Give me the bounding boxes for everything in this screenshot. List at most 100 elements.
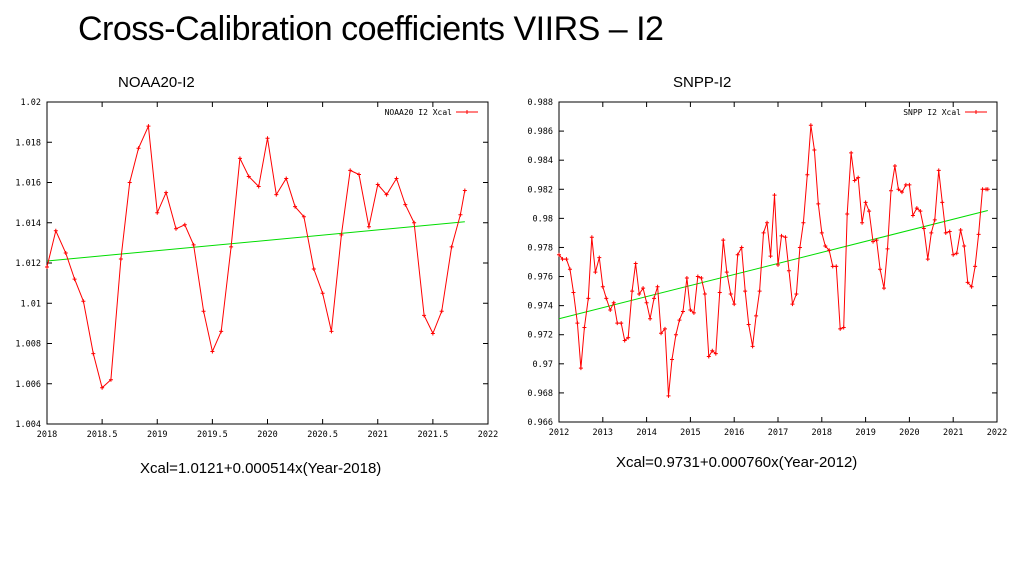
x-tick-label: 2021 xyxy=(943,428,963,438)
data-point xyxy=(637,292,642,296)
formula-noaa20: Xcal=1.0121+0.000514x(Year-2018) xyxy=(140,460,382,477)
data-point xyxy=(422,313,427,318)
data-point xyxy=(903,182,908,187)
data-point xyxy=(659,331,664,336)
data-point xyxy=(936,168,941,173)
slide-title: Cross-Calibration coefficients VIIRS – I… xyxy=(78,10,664,48)
data-point xyxy=(164,190,169,195)
legend-marker xyxy=(465,110,469,114)
x-tick-label: 2019.5 xyxy=(197,430,228,440)
data-point xyxy=(348,168,353,173)
data-point xyxy=(293,204,298,209)
y-tick-label: 0.974 xyxy=(527,302,553,312)
y-tick-label: 1.006 xyxy=(15,380,41,390)
data-point xyxy=(567,267,572,272)
data-point xyxy=(684,276,689,280)
data-point xyxy=(191,242,196,247)
data-point xyxy=(794,292,799,296)
data-point xyxy=(630,289,635,294)
data-point xyxy=(823,244,828,248)
x-tick-label: 2020.5 xyxy=(307,430,338,440)
x-tick-label: 2020 xyxy=(257,430,277,440)
data-point xyxy=(980,187,985,192)
data-point xyxy=(830,264,835,269)
data-point xyxy=(439,309,444,314)
data-point xyxy=(597,255,602,260)
data-point xyxy=(881,286,886,291)
data-point xyxy=(108,377,113,382)
data-point xyxy=(856,175,861,180)
data-point xyxy=(403,202,408,207)
data-point xyxy=(947,229,952,234)
data-point xyxy=(673,332,678,337)
data-point xyxy=(845,212,850,216)
data-point xyxy=(237,156,242,161)
data-point xyxy=(976,232,981,237)
data-point xyxy=(560,257,565,262)
data-point xyxy=(91,351,96,356)
data-point xyxy=(339,232,344,237)
data-point xyxy=(739,245,744,250)
data-point xyxy=(724,270,729,275)
data-point xyxy=(210,349,215,354)
data-point xyxy=(557,252,561,257)
data-point xyxy=(973,264,978,269)
data-point xyxy=(699,276,704,280)
data-point xyxy=(721,238,726,243)
data-point xyxy=(265,136,270,141)
data-point xyxy=(896,187,901,192)
data-point xyxy=(776,262,780,267)
data-point xyxy=(571,290,576,295)
data-point xyxy=(677,318,682,323)
data-point xyxy=(462,188,467,193)
data-point xyxy=(45,265,49,270)
x-tick-label: 2016 xyxy=(724,428,744,438)
data-point xyxy=(219,329,224,334)
data-point xyxy=(662,326,667,331)
y-tick-label: 0.968 xyxy=(527,389,553,399)
chart-heading-snpp: SNPP-I2 xyxy=(673,74,732,91)
data-point xyxy=(892,164,897,168)
data-point xyxy=(954,251,959,256)
data-point xyxy=(757,289,762,294)
data-point xyxy=(878,267,883,272)
x-tick-label: 2020 xyxy=(899,428,919,438)
data-point xyxy=(575,321,580,326)
data-point xyxy=(449,244,454,249)
data-point xyxy=(680,309,685,314)
x-tick-label: 2018.5 xyxy=(87,430,118,440)
data-point xyxy=(578,366,583,371)
data-point xyxy=(710,348,715,353)
data-point xyxy=(357,172,362,177)
data-point xyxy=(633,261,638,266)
x-tick-label: 2019 xyxy=(147,430,167,440)
data-point xyxy=(688,308,693,312)
data-point xyxy=(375,182,380,187)
data-point xyxy=(834,264,839,269)
data-point xyxy=(940,200,945,205)
data-point xyxy=(713,351,718,356)
y-tick-label: 0.972 xyxy=(527,331,553,341)
data-point xyxy=(593,270,598,275)
data-point xyxy=(849,150,854,155)
data-point xyxy=(754,313,759,318)
data-point xyxy=(765,220,770,225)
data-point xyxy=(81,299,86,304)
data-point xyxy=(819,230,824,235)
x-tick-label: 2012 xyxy=(549,428,569,438)
data-point xyxy=(246,174,251,179)
data-point xyxy=(797,245,802,250)
data-point xyxy=(907,182,912,187)
data-point xyxy=(816,201,821,206)
data-point xyxy=(100,385,105,390)
data-point xyxy=(600,284,605,289)
y-tick-label: 0.966 xyxy=(527,418,553,428)
data-point xyxy=(173,226,178,231)
data-point xyxy=(284,176,289,181)
data-point xyxy=(790,302,795,307)
legend-label: SNPP I2 Xcal xyxy=(903,108,961,117)
data-point xyxy=(564,257,569,262)
data-point xyxy=(648,316,653,321)
y-tick-label: 1.012 xyxy=(15,259,41,269)
x-tick-label: 2019 xyxy=(855,428,875,438)
